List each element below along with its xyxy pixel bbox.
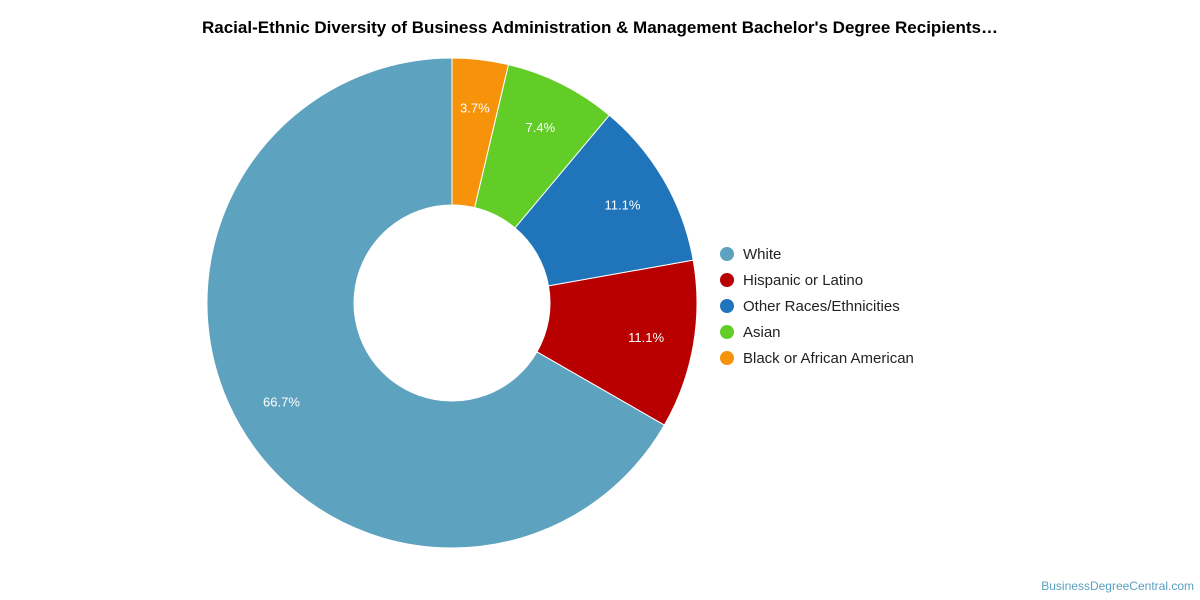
legend-swatch — [720, 325, 734, 339]
slice-label: 11.1% — [628, 330, 664, 345]
legend-label: White — [743, 245, 782, 263]
legend-item[interactable]: Black or African American — [720, 345, 914, 371]
slice-label: 3.7% — [460, 100, 490, 115]
slice-hispanic-or-latino[interactable] — [536, 259, 698, 426]
slices-group — [206, 57, 698, 549]
legend-label: Other Races/Ethnicities — [743, 297, 900, 315]
legend: White Hispanic or Latino Other Races/Ethni… — [720, 241, 914, 371]
legend-swatch — [720, 247, 734, 261]
legend-swatch — [720, 273, 734, 287]
slice-black-or-african-american[interactable] — [451, 57, 510, 209]
slice-white[interactable] — [206, 57, 666, 549]
labels-group: 66.7% 11.1% 11.1% 7.4% 3.7% — [263, 100, 664, 409]
source-credit: BusinessDegreeCentral.com — [1041, 579, 1194, 593]
slice-label: 11.1% — [605, 197, 641, 212]
legend-label: Asian — [743, 323, 781, 341]
legend-swatch — [720, 351, 734, 365]
slice-other-races-ethnicities[interactable] — [514, 114, 694, 287]
legend-item[interactable]: Asian — [720, 319, 914, 345]
slice-label: 66.7% — [263, 395, 300, 410]
legend-label: Black or African American — [743, 349, 914, 367]
legend-item[interactable]: Hispanic or Latino — [720, 267, 914, 293]
legend-item[interactable]: Other Races/Ethnicities — [720, 293, 914, 319]
chart-title: Racial-Ethnic Diversity of Business Admi… — [201, 18, 998, 37]
legend-swatch — [720, 299, 734, 313]
legend-label: Hispanic or Latino — [743, 271, 864, 289]
legend-item[interactable]: White — [720, 241, 914, 267]
slice-label: 7.4% — [526, 120, 556, 135]
